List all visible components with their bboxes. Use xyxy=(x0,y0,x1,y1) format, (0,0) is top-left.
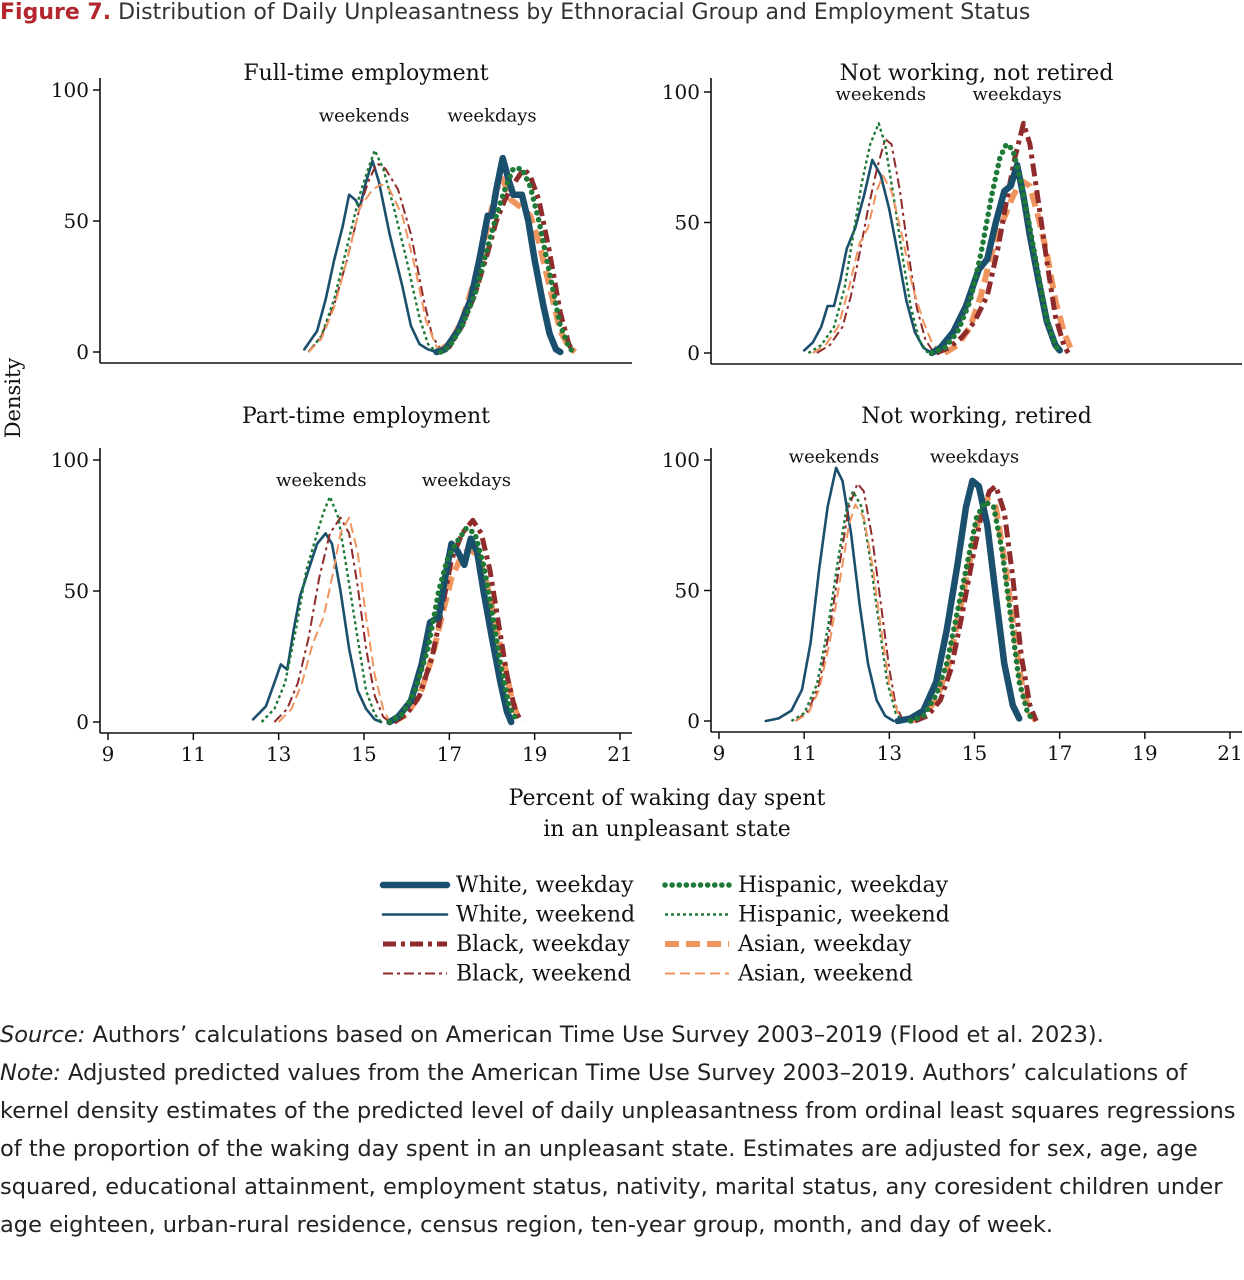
legend-entry-asian-weekend: Asian, weekend xyxy=(665,962,913,987)
y-tick-label: 100 xyxy=(51,78,89,102)
note-label: Note: xyxy=(0,1060,61,1086)
x-tick-label: 17 xyxy=(1047,741,1072,765)
panels-layer: Full-time employment 0 50 100 weekends weekda… xyxy=(51,61,1243,766)
series-line-black-weekday xyxy=(935,120,1071,356)
legend-entry-black-weekend: Black, weekend xyxy=(383,962,631,987)
figure-title-text: Distribution of Daily Unpleasantness by … xyxy=(118,0,1031,25)
legend-label: Asian, weekend xyxy=(737,962,913,987)
y-tick-label: 50 xyxy=(64,579,89,603)
x-tick-label: 21 xyxy=(607,742,632,766)
y-tick-label: 100 xyxy=(662,80,700,104)
series-line-asian-weekend xyxy=(277,516,391,723)
legend-entry-white-weekend: White, weekend xyxy=(381,903,635,928)
x-tick-label: 13 xyxy=(266,742,291,766)
y-tick-label: 0 xyxy=(76,710,89,734)
x-tick-label: 15 xyxy=(962,741,987,765)
series-line-black-weekend xyxy=(273,516,391,723)
panel-not-working-not-retired: Not working, not retired 0 50 100 weekends we… xyxy=(662,61,1242,365)
figure-title: Figure 7. Distribution of Daily Unpleasa… xyxy=(0,0,1030,25)
x-tick-label: 11 xyxy=(181,742,206,766)
annotation-weekends: weekends xyxy=(319,105,410,126)
source-label: Source: xyxy=(0,1022,86,1048)
x-tick-label: 11 xyxy=(791,741,816,765)
series-line-black-weekend xyxy=(816,138,935,354)
legend-label: White, weekday xyxy=(456,873,634,898)
x-axis-title-line2: in an unpleasant state xyxy=(543,817,791,842)
series-line-asian-weekend xyxy=(812,174,942,354)
legend-entry-asian-weekday: Asian, weekday xyxy=(665,932,912,957)
x-tick-label: 17 xyxy=(437,742,462,766)
source-paragraph: Source: Authors’ calculations based on A… xyxy=(0,1016,1240,1054)
y-tick-label: 0 xyxy=(687,341,700,365)
series-line-hispanic-weekday xyxy=(386,525,521,725)
legend-label: Black, weekend xyxy=(456,962,631,987)
x-tick-label: 19 xyxy=(522,742,547,766)
x-tick-label: 21 xyxy=(1217,741,1242,765)
series-line-white-weekday xyxy=(386,535,515,726)
y-tick-label: 50 xyxy=(64,209,89,233)
legend-entry-hispanic-weekday: Hispanic, weekday xyxy=(662,873,949,898)
annotation-weekends: weekends xyxy=(836,84,927,105)
annotation-weekdays: weekdays xyxy=(447,105,536,126)
y-tick-label: 0 xyxy=(76,340,89,364)
series-line-hispanic-weekday xyxy=(907,499,1037,724)
annotation-weekdays: weekdays xyxy=(422,470,511,491)
panel-title: Part-time employment xyxy=(242,404,490,429)
x-axis-title-line1: Percent of waking day spent xyxy=(509,786,826,811)
y-tick-label: 50 xyxy=(675,579,700,603)
panel-title: Not working, retired xyxy=(861,404,1092,429)
series-line-hispanic-weekend xyxy=(260,495,383,723)
panel-part-time-employment: Part-time employment 0 50 100 9 11 13 15 17 19 21 w… xyxy=(51,404,633,766)
series-line-hispanic-weekend xyxy=(807,122,929,355)
x-tick-label: 15 xyxy=(351,742,376,766)
kernel-density-chart: Full-time employment 0 50 100 weekends weekda… xyxy=(1,61,1243,987)
legend-label: Black, weekday xyxy=(456,932,630,957)
series-line-white-weekend xyxy=(802,158,934,355)
panel-not-working-retired: Not working, retired 0 50 100 9 11 13 15 17 19 21 w… xyxy=(662,404,1243,765)
x-tick-label: 19 xyxy=(1132,741,1157,765)
legend-label: Asian, weekday xyxy=(737,932,912,957)
panel-full-time-employment: Full-time employment 0 50 100 weekends weekda… xyxy=(51,61,632,364)
legend-entry-black-weekday: Black, weekday xyxy=(383,932,630,957)
y-tick-label: 100 xyxy=(662,448,700,472)
x-tick-label: 9 xyxy=(102,742,115,766)
figure-number: Figure 7. xyxy=(0,0,112,25)
x-tick-label: 9 xyxy=(713,741,726,765)
series-line-hispanic-weekday xyxy=(929,141,1063,356)
legend-label: White, weekend xyxy=(456,903,635,928)
annotation-weekdays: weekdays xyxy=(972,84,1061,105)
figure-notes: Source: Authors’ calculations based on A… xyxy=(0,1016,1240,1244)
legend-entry-hispanic-weekend: Hispanic, weekend xyxy=(665,903,950,928)
annotation-weekends: weekends xyxy=(276,470,367,491)
y-tick-label: 0 xyxy=(687,709,700,733)
source-text: Authors’ calculations based on American … xyxy=(85,1022,1104,1048)
legend-label: Hispanic, weekday xyxy=(738,873,949,898)
panel-title: Not working, not retired xyxy=(840,61,1114,86)
series-line-white-weekend xyxy=(251,532,383,724)
note-paragraph: Note: Adjusted predicted values from the… xyxy=(0,1054,1240,1244)
series-line-white-weekday xyxy=(894,477,1023,725)
legend: White, weekday Hispanic, weekday White, we… xyxy=(379,873,950,987)
series-line-hispanic-weekday xyxy=(438,165,576,355)
panel-title: Full-time employment xyxy=(243,61,488,86)
annotation-weekends: weekends xyxy=(789,447,880,468)
legend-label: Hispanic, weekend xyxy=(738,903,950,928)
x-tick-label: 13 xyxy=(877,741,902,765)
series-line-asian-weekend xyxy=(795,503,905,722)
y-axis-title: Density xyxy=(1,358,25,439)
legend-entry-white-weekday: White, weekday xyxy=(379,873,634,898)
y-tick-label: 100 xyxy=(51,448,89,472)
annotation-weekdays: weekdays xyxy=(930,447,1019,468)
series-line-white-weekend xyxy=(764,466,895,723)
note-text: Adjusted predicted values from the Ameri… xyxy=(0,1060,1236,1238)
y-tick-label: 50 xyxy=(675,211,700,235)
series-line-white-weekend xyxy=(303,159,438,354)
series-line-asian-weekend xyxy=(307,183,444,353)
series-line-black-weekend xyxy=(794,482,903,722)
